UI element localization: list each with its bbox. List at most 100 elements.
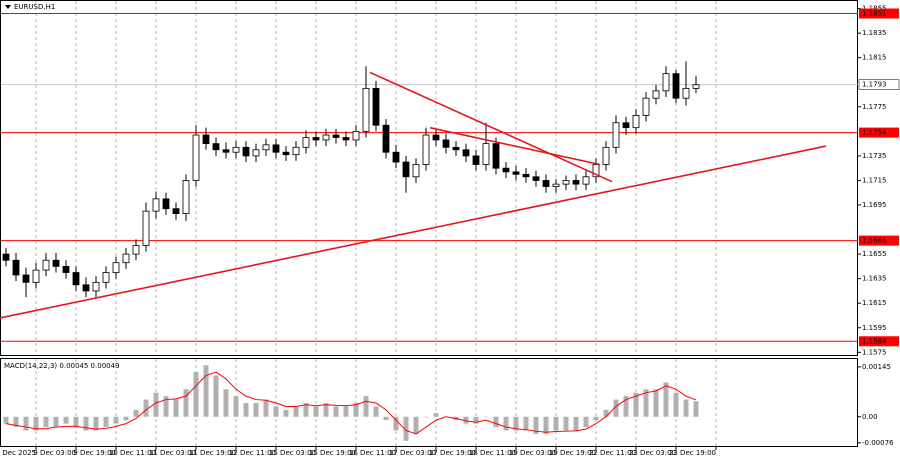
x-tick-label: 9 Dec 03:00	[33, 449, 76, 457]
candle-body	[552, 183, 560, 187]
candle-body	[222, 149, 230, 153]
macd-bar	[203, 365, 209, 417]
x-tick-label: 15 Dec 03:00	[269, 449, 316, 457]
macd-bar	[563, 416, 569, 431]
candle-body	[332, 134, 340, 138]
x-tick-label: 16 Dec 11:00	[349, 449, 396, 457]
candle-body	[152, 198, 160, 212]
candle-body	[402, 161, 410, 178]
candle-body	[522, 173, 530, 178]
level-label: 1.1666	[862, 237, 887, 245]
macd-bar	[73, 416, 79, 428]
candle-body	[342, 137, 350, 141]
candle-body	[452, 146, 460, 151]
macd-bar	[93, 416, 99, 431]
macd-bar	[413, 416, 419, 434]
chart-title: EURUSD,H1	[14, 3, 55, 11]
macd-bar	[473, 416, 479, 424]
macd-bar	[693, 401, 699, 417]
level-label-box	[859, 235, 899, 246]
y-tick-label: 1.1815	[862, 54, 887, 62]
candle-body	[182, 180, 190, 214]
macd-bar	[283, 409, 289, 417]
macd-bar	[13, 416, 19, 428]
current-price-box	[858, 79, 900, 90]
macd-panel	[0, 358, 858, 447]
candle-body	[242, 146, 250, 157]
y-tick-label: 1.1835	[862, 29, 887, 37]
candle-body	[462, 149, 470, 157]
macd-bar	[403, 416, 409, 441]
candle-body	[382, 124, 390, 153]
macd-bar	[103, 416, 109, 428]
macd-bar	[573, 416, 579, 431]
macd-bar	[523, 416, 529, 431]
candle-body	[72, 272, 80, 286]
candle-body	[542, 180, 550, 187]
x-tick-label: 19 Dec 03:00	[509, 449, 556, 457]
candle-body	[602, 146, 610, 165]
macd-bar	[233, 396, 239, 417]
macd-bar	[623, 396, 629, 417]
macd-bar	[533, 416, 539, 434]
level-label-box	[859, 336, 899, 347]
candle-body	[392, 151, 400, 163]
y-tick-label: 1.1615	[862, 299, 887, 307]
candle-body	[92, 281, 100, 292]
candle-body	[652, 90, 660, 99]
candle-body	[62, 265, 70, 273]
trendline	[369, 71, 613, 183]
candle-body	[42, 259, 50, 271]
macd-title: MACD(14,22,3) 0.00045 0.00049	[4, 362, 120, 370]
macd-bar	[343, 406, 349, 417]
macd-bar	[593, 416, 599, 421]
candle-body	[52, 259, 60, 267]
macd-bar	[643, 389, 649, 417]
macd-bar	[653, 389, 659, 417]
x-tick-label: 17 Dec 03:00	[389, 449, 436, 457]
macd-bar	[323, 403, 329, 417]
macd-bar	[223, 389, 229, 417]
main-panel	[0, 0, 858, 356]
x-tick-label: 15 Dec 19:00	[309, 449, 356, 457]
y-tick-label: 1.1635	[862, 275, 887, 283]
macd-bar	[263, 399, 269, 417]
y-tick-label: 1.1775	[862, 103, 887, 111]
candle-body	[122, 253, 130, 264]
candle-body	[82, 284, 90, 292]
candle-body	[22, 274, 30, 283]
macd-bar	[3, 416, 9, 424]
y-tick-label: 1.1715	[862, 176, 887, 184]
level-label: 1.1754	[862, 129, 887, 137]
candle-body	[232, 146, 240, 153]
candle-body	[102, 272, 110, 283]
macd-bar	[63, 416, 69, 424]
macd-bar	[303, 403, 309, 417]
candle-body	[282, 151, 290, 156]
candle-body	[642, 97, 650, 116]
x-tick-label: 8 Dec 2025	[0, 449, 36, 457]
macd-bar	[193, 372, 199, 417]
candle-body	[372, 87, 380, 126]
candle-body	[302, 137, 310, 148]
candle-body	[622, 122, 630, 129]
candle-body	[572, 180, 580, 185]
candle-body	[562, 180, 570, 185]
candle-body	[672, 73, 680, 99]
y-tick-label: 1.1575	[862, 348, 887, 356]
level-label-box	[859, 8, 899, 19]
macd-bar	[163, 396, 169, 417]
candle-body	[112, 262, 120, 273]
level-label: 1.1584	[862, 337, 887, 345]
macd-bar	[213, 375, 219, 417]
candle-body	[322, 134, 330, 141]
candle-body	[482, 143, 490, 165]
macd-bar	[683, 399, 689, 417]
candle-body	[2, 253, 10, 261]
x-tick-label: 10 Dec 11:00	[109, 449, 156, 457]
candle-body	[442, 139, 450, 148]
candle-body	[682, 87, 690, 99]
candle-body	[612, 122, 620, 148]
menu-arrow	[5, 5, 11, 9]
